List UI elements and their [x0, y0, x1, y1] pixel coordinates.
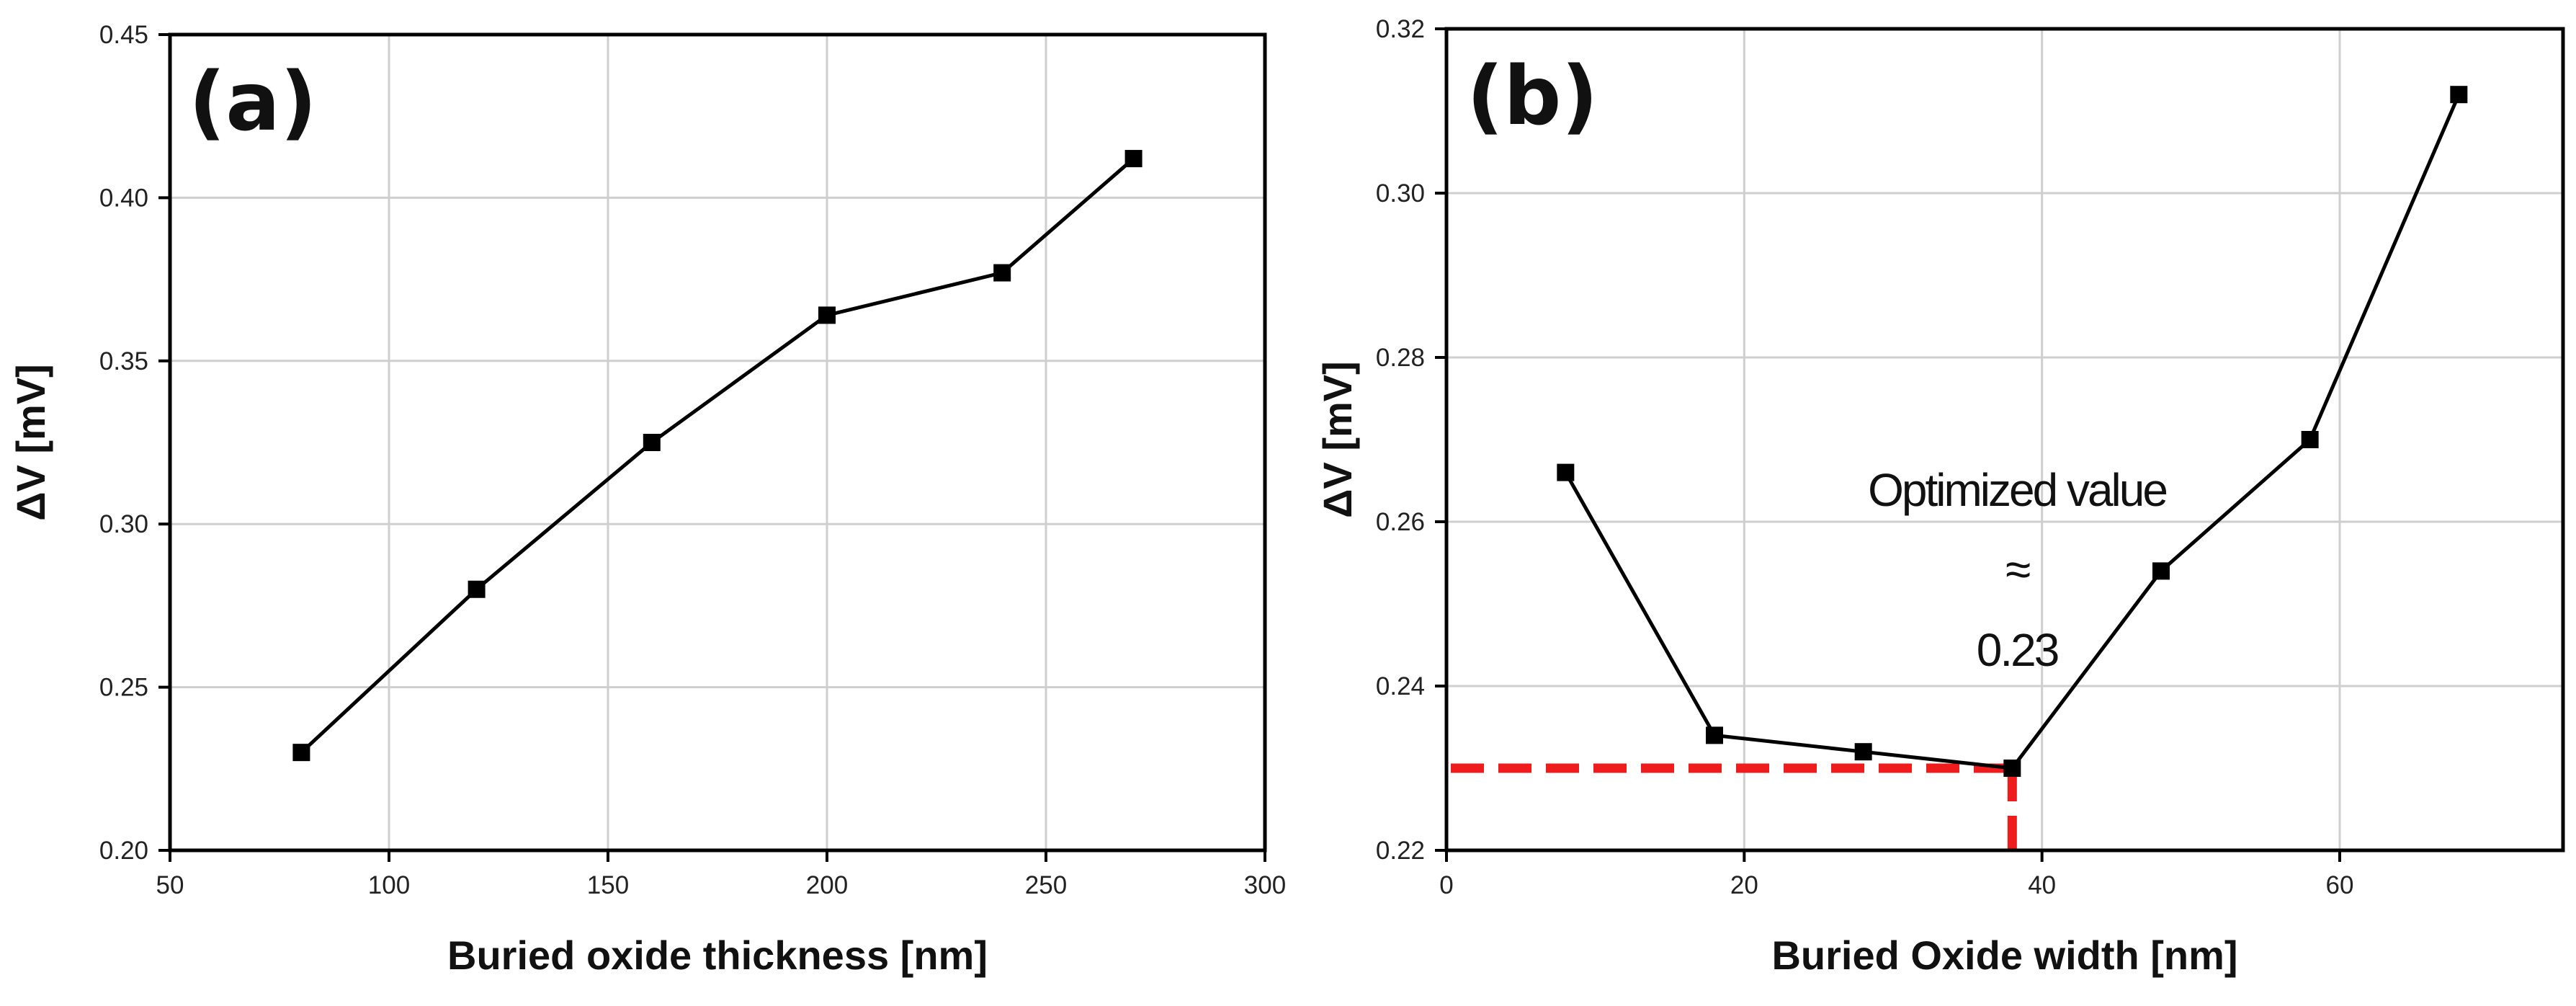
y-tick-label: 0.32 [1376, 15, 1425, 43]
data-point [468, 580, 486, 598]
x-tick-label: 0 [1439, 871, 1453, 899]
data-point [1706, 726, 1723, 744]
data-point [1124, 150, 1142, 168]
x-tick-label: 40 [2028, 871, 2056, 899]
y-axis-label: ΔV [mV] [8, 364, 53, 521]
plot-frame [168, 32, 1267, 853]
data-point [2301, 431, 2319, 448]
y-tick-label: 0.28 [1376, 344, 1425, 372]
data-point [643, 434, 661, 451]
y-axis-label: ΔV [mV] [1315, 361, 1360, 518]
x-axis-label: Buried oxide thickness [nm] [447, 932, 988, 978]
y-tick-label: 0.20 [99, 837, 148, 865]
series-line [300, 157, 1135, 754]
plot-frame [1444, 27, 2565, 853]
x-tick-label: 60 [2326, 871, 2354, 899]
y-tick-label: 0.40 [99, 184, 148, 212]
y-tick-label: 0.45 [99, 21, 148, 49]
x-tick-label: 50 [156, 871, 184, 899]
y-tick-label: 0.22 [1376, 837, 1425, 865]
y-tick-label: 0.30 [1376, 179, 1425, 208]
annotation-line: Optimized value [1868, 464, 2166, 516]
data-point [2152, 562, 2170, 580]
y-tick-label: 0.24 [1376, 672, 1425, 700]
data-point [1854, 743, 1872, 761]
data-point [993, 264, 1011, 282]
x-tick-label: 250 [1025, 871, 1067, 899]
x-axis-label: Buried Oxide width [nm] [1771, 932, 2237, 978]
panel-label: (a) [189, 55, 317, 149]
x-tick-label: 200 [806, 871, 848, 899]
panel-a: 50 100 150 200 250 300 0.20 0.25 0.30 0.35 0.40 0.4… [8, 21, 1286, 978]
y-tick-label: 0.30 [99, 510, 148, 538]
y-tick-label: 0.25 [99, 674, 148, 702]
x-tick-label: 150 [587, 871, 629, 899]
data-point [2450, 86, 2468, 104]
panel-label: (b) [1467, 50, 1598, 143]
annotation-line: 0.23 [1977, 624, 2058, 676]
x-tick-label: 300 [1244, 871, 1286, 899]
y-tick-label: 0.35 [99, 347, 148, 375]
y-tick-label: 0.26 [1376, 508, 1425, 536]
x-tick-label: 100 [368, 871, 410, 899]
x-tick-label: 20 [1730, 871, 1758, 899]
annotation-line: ≈ [2005, 543, 2030, 595]
data-point [292, 744, 310, 762]
data-point [1557, 463, 1575, 481]
data-point [818, 306, 836, 324]
panel-b: 0 20 40 60 0.22 0.24 0.26 0.28 0.30 0.32 Buried Ox… [1315, 15, 2565, 978]
data-point [2003, 760, 2021, 777]
